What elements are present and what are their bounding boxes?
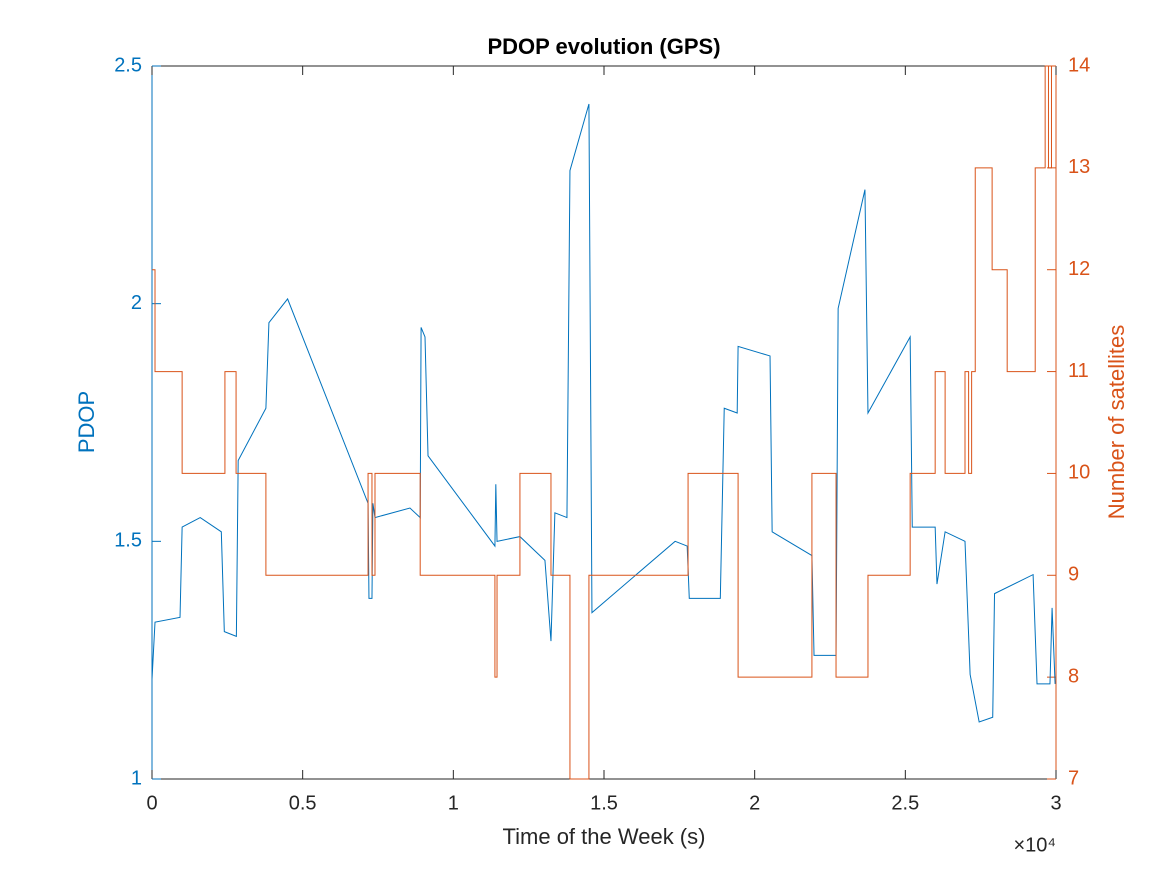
data-line [152, 65, 1056, 780]
chart-title: PDOP evolution (GPS) [487, 34, 720, 59]
data-line [151, 103, 1056, 723]
y2-tick-label: 11 [1068, 360, 1089, 382]
y2-tick-label: 7 [1068, 767, 1079, 789]
y2-tick-label: 9 [1068, 564, 1079, 586]
y2-tick-label: 12 [1068, 258, 1090, 280]
y-axis-label: PDOP [74, 391, 99, 453]
y2-tick-label: 8 [1068, 665, 1079, 687]
x-axis-label: Time of the Week (s) [503, 824, 706, 849]
y2-tick-label: 10 [1068, 462, 1090, 484]
y2-axis-label: Number of satellites [1104, 325, 1129, 519]
y-tick-label: 1.5 [114, 530, 142, 552]
x-tick-label: 2.5 [891, 792, 919, 814]
x-tick-label: 1.5 [590, 792, 618, 814]
y-tick-label: 2.5 [114, 54, 142, 76]
x-tick-label: 0 [146, 792, 157, 814]
x-tick-label: 0.5 [289, 792, 317, 814]
y2-tick-label: 14 [1068, 54, 1090, 76]
x-tick-label: 2 [749, 792, 760, 814]
x-tick-label: 1 [448, 792, 459, 814]
x-multiplier: ×10⁴ [1013, 834, 1056, 856]
x-tick-label: 3 [1050, 792, 1061, 814]
y-tick-label: 2 [131, 292, 142, 314]
y2-tick-label: 13 [1068, 156, 1090, 178]
y-tick-label: 1 [131, 767, 142, 789]
